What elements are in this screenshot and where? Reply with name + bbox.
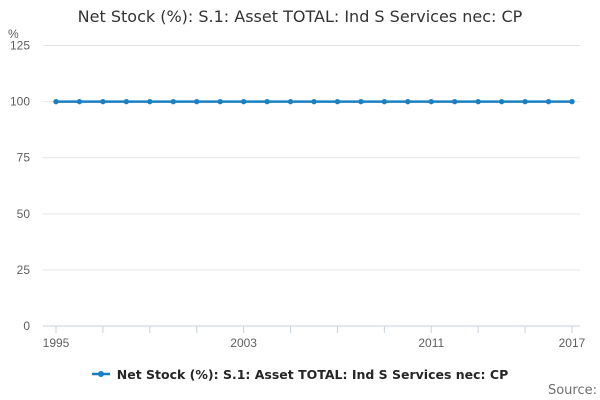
x-tick-label: 2003 bbox=[230, 336, 257, 350]
data-point-marker bbox=[194, 98, 200, 105]
data-point-marker bbox=[475, 98, 481, 105]
y-tick-label: 25 bbox=[17, 263, 31, 277]
data-point-marker bbox=[100, 98, 106, 105]
data-point-marker bbox=[428, 98, 434, 105]
data-point-marker bbox=[545, 98, 552, 105]
plot-area: 0 25 50 75 100 125% 1995 2003 2011 2017 bbox=[8, 27, 586, 350]
y-tick-label: 50 bbox=[17, 207, 31, 221]
x-tick-label: 2011 bbox=[418, 336, 444, 350]
data-point-marker bbox=[147, 98, 153, 105]
data-point-marker bbox=[217, 98, 223, 105]
x-tick-label: 1995 bbox=[43, 336, 70, 350]
y-tick-label: 0 bbox=[23, 319, 30, 333]
data-point-marker bbox=[170, 98, 176, 105]
data-point-marker bbox=[123, 98, 130, 105]
data-point-marker bbox=[311, 98, 317, 105]
data-point-marker bbox=[287, 98, 294, 105]
data-point-marker bbox=[381, 98, 388, 105]
y-tick-label: 75 bbox=[17, 151, 31, 165]
source-label: Source: bbox=[547, 383, 597, 398]
legend-item[interactable]: Net Stock (%): S.1: Asset TOTAL: Ind S S… bbox=[0, 366, 600, 382]
y-tick-label: 100 bbox=[10, 95, 30, 109]
data-point-marker bbox=[498, 98, 505, 105]
y-axis-unit-label: % bbox=[8, 27, 19, 41]
data-point-marker bbox=[240, 98, 247, 105]
data-point-marker bbox=[569, 98, 575, 105]
x-tick-label: 2017 bbox=[559, 336, 586, 350]
data-point-marker bbox=[76, 98, 83, 105]
data-point-marker bbox=[405, 98, 411, 105]
data-point-marker bbox=[334, 98, 341, 105]
data-point-marker bbox=[358, 98, 364, 105]
chart-title: Net Stock (%): S.1: Asset TOTAL: Ind S S… bbox=[77, 7, 523, 26]
data-point-marker bbox=[452, 98, 458, 105]
data-point-marker bbox=[53, 98, 59, 105]
data-point-marker bbox=[522, 98, 528, 105]
y-tick-label: 125 bbox=[10, 39, 30, 53]
legend-line-dot-icon bbox=[91, 371, 110, 377]
legend-label: Net Stock (%): S.1: Asset TOTAL: Ind S S… bbox=[116, 366, 509, 382]
data-point-marker bbox=[264, 98, 270, 105]
